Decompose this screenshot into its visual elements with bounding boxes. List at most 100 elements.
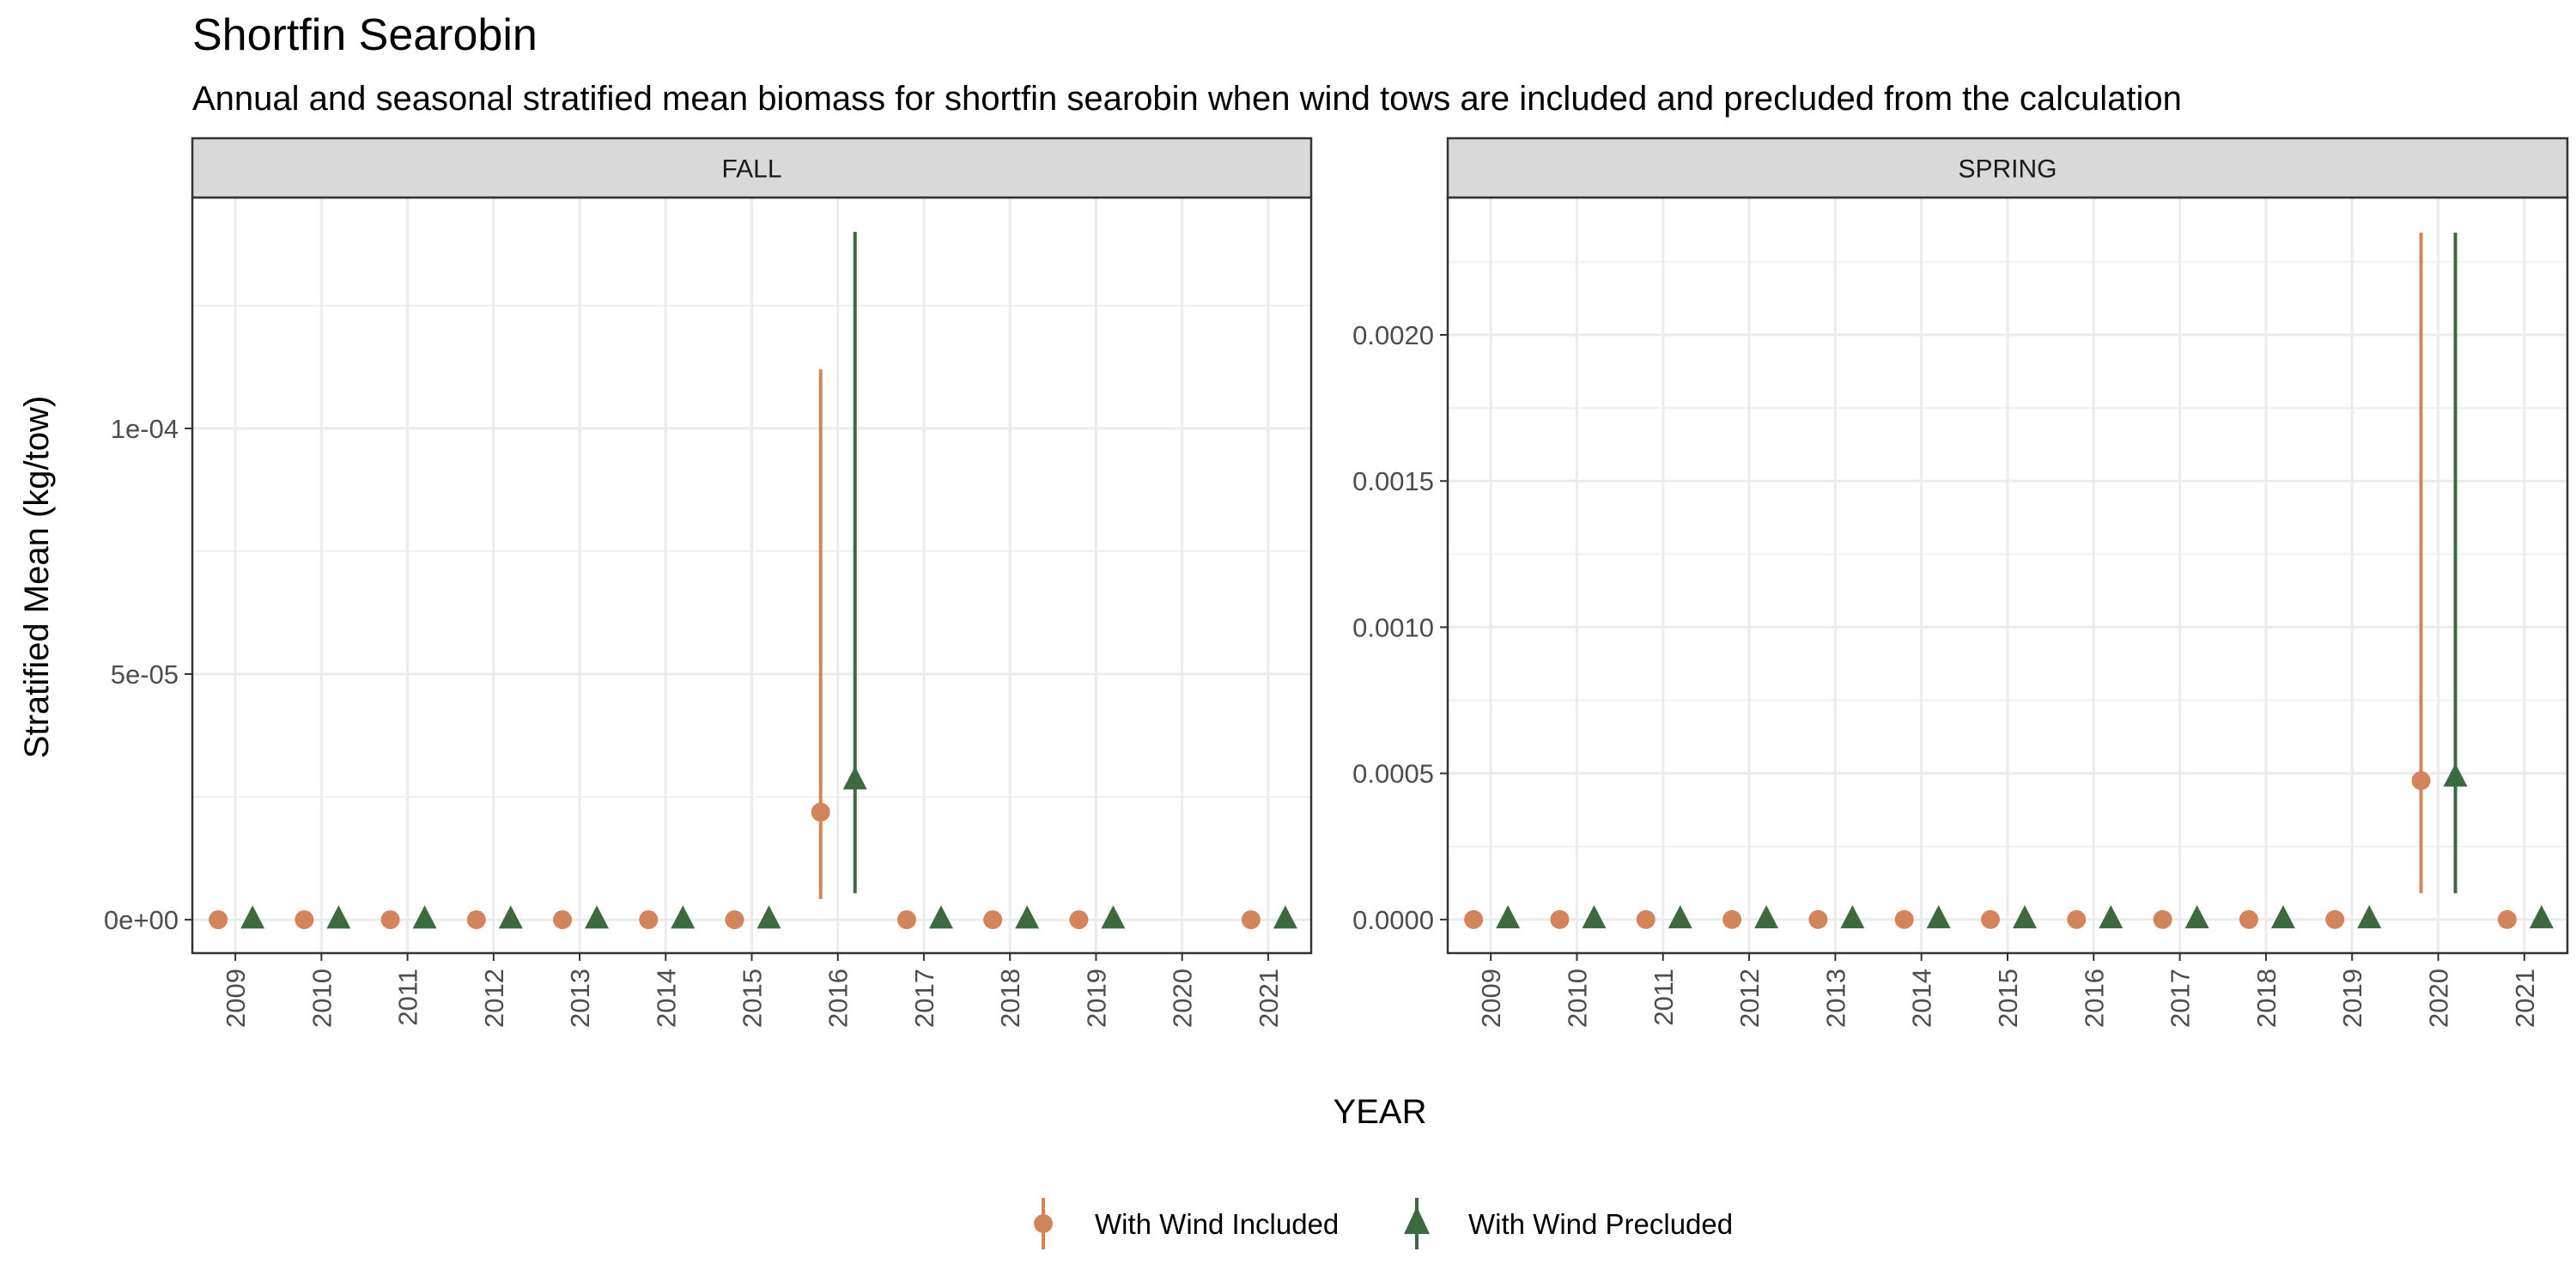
legend: With Wind Included With Wind Precluded bbox=[1034, 1198, 1733, 1249]
x-tick-label: 2010 bbox=[1562, 969, 1592, 1028]
data-point-triangle bbox=[928, 905, 953, 929]
x-tick-label: 2009 bbox=[1476, 969, 1506, 1028]
data-point-triangle bbox=[1754, 905, 1779, 929]
data-point-circle bbox=[1894, 909, 1914, 929]
y-tick-label: 0.0010 bbox=[1352, 612, 1434, 642]
data-point-circle bbox=[2239, 909, 2258, 929]
facet-panels: 0e+00 5e-05 1e-04 2009 2010 2011 2012 2013 2014 2… bbox=[104, 137, 2569, 1028]
data-point-circle bbox=[553, 910, 573, 930]
x-tick-label: 2016 bbox=[823, 969, 854, 1028]
facet-panel-spring: 0.0000 0.0005 0.0010 0.0015 0.0020 2009 2010 20… bbox=[1352, 137, 2569, 1028]
data-point-triangle bbox=[498, 905, 523, 929]
legend-key-circle bbox=[1034, 1214, 1053, 1233]
data-point-triangle bbox=[240, 905, 265, 929]
data-point-circle bbox=[2411, 771, 2431, 791]
data-point-triangle bbox=[2443, 763, 2468, 787]
data-point-triangle bbox=[326, 905, 351, 929]
x-tick-label: 2010 bbox=[307, 969, 337, 1028]
data-point-triangle bbox=[1496, 905, 1521, 929]
y-tick-label: 0.0005 bbox=[1352, 759, 1434, 789]
legend-label: With Wind Precluded bbox=[1468, 1208, 1733, 1240]
facet-strip-label: FALL bbox=[721, 155, 781, 184]
data-point-circle bbox=[380, 910, 400, 930]
x-tick-label: 2011 bbox=[1649, 969, 1679, 1026]
x-axis-title: YEAR bbox=[1334, 1093, 1427, 1131]
x-tick-label: 2013 bbox=[565, 969, 595, 1028]
x-tick-label: 2011 bbox=[393, 969, 423, 1026]
x-tick-label: 2017 bbox=[909, 969, 939, 1028]
x-tick-label: 2009 bbox=[221, 969, 251, 1028]
data-point-triangle bbox=[412, 905, 437, 929]
data-point-triangle bbox=[1015, 905, 1040, 929]
data-point-circle bbox=[295, 910, 314, 930]
data-point-circle bbox=[1636, 909, 1656, 929]
x-tick-label: 2019 bbox=[2337, 969, 2367, 1028]
data-point-triangle bbox=[1582, 905, 1607, 929]
data-point-circle bbox=[1981, 909, 2000, 929]
x-tick-label: 2016 bbox=[2079, 969, 2109, 1028]
data-point-triangle bbox=[585, 905, 610, 929]
x-tick-label: 2018 bbox=[2251, 969, 2281, 1028]
data-point-circle bbox=[983, 910, 1003, 930]
x-tick-label: 2015 bbox=[738, 969, 768, 1028]
x-tick-label: 2014 bbox=[651, 969, 681, 1028]
data-point-circle bbox=[2497, 909, 2517, 929]
data-point-circle bbox=[1550, 909, 1570, 929]
data-point-triangle bbox=[842, 766, 867, 790]
data-point-circle bbox=[896, 910, 916, 930]
x-tick-label: 2019 bbox=[1081, 969, 1111, 1028]
data-point-circle bbox=[2325, 909, 2345, 929]
legend-item-wind-included: With Wind Included bbox=[1034, 1198, 1339, 1249]
y-tick-label: 5e-05 bbox=[111, 659, 179, 690]
data-point-triangle bbox=[756, 905, 781, 929]
facet-strip-label: SPRING bbox=[1958, 155, 2057, 184]
x-tick-label: 2020 bbox=[2424, 969, 2454, 1028]
data-point-circle bbox=[725, 910, 744, 930]
y-tick-label: 0.0020 bbox=[1352, 320, 1434, 350]
y-tick-label: 0e+00 bbox=[104, 905, 179, 935]
x-tick-label: 2017 bbox=[2166, 969, 2196, 1028]
data-point-triangle bbox=[2270, 905, 2295, 929]
data-point-triangle bbox=[2013, 905, 2037, 929]
x-tick-label: 2013 bbox=[1820, 969, 1850, 1028]
data-point-circle bbox=[639, 910, 659, 930]
data-point-circle bbox=[1722, 909, 1742, 929]
data-point-circle bbox=[2067, 909, 2087, 929]
data-point-circle bbox=[1241, 910, 1261, 930]
data-point-triangle bbox=[1101, 905, 1126, 929]
data-point-circle bbox=[1069, 910, 1089, 930]
data-point-triangle bbox=[2184, 905, 2209, 929]
y-tick-label: 0.0015 bbox=[1352, 466, 1434, 496]
y-tick-label: 0.0000 bbox=[1352, 905, 1434, 935]
x-tick-label: 2015 bbox=[1993, 969, 2023, 1028]
facet-strip bbox=[1446, 137, 2569, 199]
chart-title: Shortfin Searobin bbox=[192, 10, 538, 60]
x-tick-label: 2021 bbox=[2510, 969, 2540, 1028]
data-point-circle bbox=[466, 910, 486, 930]
x-tick-label: 2012 bbox=[1735, 969, 1765, 1028]
y-tick-label: 1e-04 bbox=[111, 414, 179, 444]
data-point-triangle bbox=[1273, 905, 1297, 929]
chart-subtitle: Annual and seasonal stratified mean biom… bbox=[192, 80, 2182, 118]
data-point-circle bbox=[209, 910, 228, 930]
x-tick-label: 2020 bbox=[1168, 969, 1198, 1028]
x-tick-label: 2014 bbox=[1907, 969, 1937, 1028]
data-point-triangle bbox=[671, 905, 696, 929]
x-tick-label: 2018 bbox=[995, 969, 1025, 1028]
data-point-triangle bbox=[2099, 905, 2123, 929]
data-point-triangle bbox=[1840, 905, 1865, 929]
data-point-circle bbox=[1464, 909, 1484, 929]
facet-strip bbox=[191, 137, 1313, 199]
legend-item-wind-precluded: With Wind Precluded bbox=[1404, 1198, 1733, 1249]
legend-label: With Wind Included bbox=[1095, 1208, 1339, 1240]
data-point-triangle bbox=[1926, 905, 1951, 929]
data-point-circle bbox=[811, 802, 830, 822]
data-point-circle bbox=[2153, 909, 2172, 929]
data-point-triangle bbox=[2529, 905, 2554, 929]
x-tick-label: 2021 bbox=[1254, 969, 1284, 1028]
data-point-triangle bbox=[2357, 905, 2382, 929]
facet-panel-fall: 0e+00 5e-05 1e-04 2009 2010 2011 2012 2013 2014 2… bbox=[104, 137, 1313, 1028]
data-point-circle bbox=[1808, 909, 1828, 929]
x-tick-label: 2012 bbox=[479, 969, 509, 1028]
